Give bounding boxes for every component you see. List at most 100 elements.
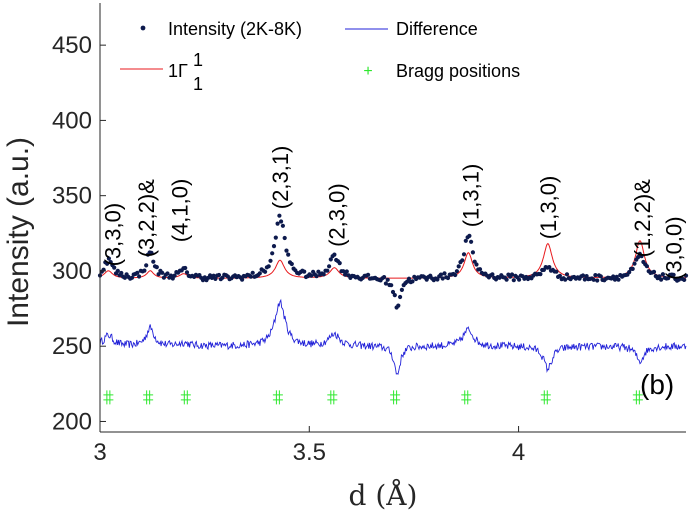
observed-point [129,275,135,280]
y-tick-label: 350 [52,183,92,210]
observed-point [445,275,451,281]
observed-point [467,233,472,238]
bragg-marker [632,390,643,405]
y-tick-label: 450 [52,32,92,59]
observed-point [302,269,307,274]
observed-point [490,272,495,277]
observed-point [453,272,458,278]
observed-point [165,271,170,276]
legend-observed-label: Intensity (2K-8K) [168,19,302,39]
y-tick-label: 200 [52,408,92,435]
observed-point [580,273,586,278]
observed-point [582,277,587,282]
observed-point [517,277,522,282]
legend-calc-subscript: 1 [193,74,203,94]
observed-point [119,270,124,276]
observed-point [438,272,443,277]
observed-point [461,252,467,257]
observed-point [160,270,165,275]
observed-point [341,269,346,274]
observed-point [511,278,516,283]
observed-point [593,273,598,278]
observed-point [327,264,332,269]
observed-point [142,268,147,273]
observed-point [474,262,479,267]
bragg-marker [180,390,191,405]
observed-point [504,277,509,282]
observed-point [398,294,403,300]
observed-point [636,255,641,260]
observed-point [390,289,396,295]
observed-point [137,274,142,279]
observed-point [477,267,483,272]
observed-point [309,273,314,278]
observed-point [547,265,552,270]
observed-point [277,213,282,218]
observed-point [337,261,342,266]
observed-point [268,258,273,263]
observed-point [435,277,440,282]
observed-point [463,238,468,243]
y-tick-label: 300 [52,258,92,285]
observed-point [406,276,412,281]
observed-point [263,269,268,274]
observed-point [156,272,161,277]
observed-point [630,266,635,271]
observed-point [595,278,600,283]
observed-point [314,274,319,279]
observed-point [343,272,348,277]
observed-point [557,273,563,278]
observed-point [383,281,388,286]
observed-point [410,279,415,284]
observed-point [257,271,262,276]
peak-label: (3,0,0) [661,216,686,280]
observed-point [666,276,671,281]
peak-label: (2,3,0) [325,183,350,247]
observed-point [584,274,589,279]
observed-point [683,273,689,278]
legend-calc-label: 1Γ 1 1 [168,50,203,94]
bragg-marker [272,390,283,405]
observed-point [172,273,177,278]
observed-point [184,270,190,275]
observed-point [149,250,154,255]
legend-calc-superscript: 1 [193,50,203,70]
observed-point [112,265,117,270]
peak-label: (3,3,0) [101,203,126,267]
x-axis-label: d (Å) [349,479,418,512]
observed-point [440,276,445,281]
observed-point [289,261,294,267]
observed-point [106,256,111,261]
observed-point [135,270,140,275]
observed-point [273,235,278,240]
observed-point [216,272,222,278]
observed-point [671,272,676,277]
difference-line [99,298,687,375]
observed-point [151,259,156,264]
observed-point [270,251,275,256]
observed-point [321,272,326,277]
observed-point [460,258,465,263]
panel-label: (b) [640,369,674,400]
observed-point [344,269,349,274]
observed-point [469,239,474,244]
observed-point [385,277,390,282]
peak-label: (4,1,0) [168,179,193,243]
y-axis-label: Intensity (a.u.) [2,137,35,327]
legend-bragg-label: Bragg positions [396,61,520,81]
axes-layer: 3 3.5 4 200 250 300 350 400 450 [52,3,686,466]
bragg-marker [390,390,401,405]
observed-point [275,221,280,226]
peak-label: (1,2,2)& [630,179,655,258]
observed-point [280,223,285,228]
x-tick-label: 4 [512,439,525,466]
observed-point [382,275,387,280]
observed-point [271,244,277,249]
observed-point [644,264,650,269]
legend: Intensity (2K-8K) Difference 1Γ 1 1 + Br… [120,19,520,94]
observed-point [266,264,271,269]
observed-point [538,272,543,277]
observed-point [627,270,632,275]
legend-bragg-marker: + [363,63,372,80]
observed-point [183,265,188,271]
